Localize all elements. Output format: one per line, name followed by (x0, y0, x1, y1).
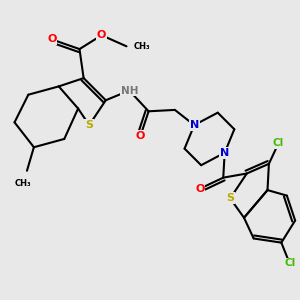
Text: Cl: Cl (273, 138, 284, 148)
Text: O: O (97, 30, 106, 40)
Text: N: N (220, 148, 229, 158)
Text: O: O (47, 34, 56, 44)
Text: S: S (226, 194, 234, 203)
Text: CH₃: CH₃ (14, 179, 31, 188)
Text: CH₃: CH₃ (134, 42, 150, 51)
Text: O: O (195, 184, 205, 194)
Text: N: N (190, 120, 199, 130)
Text: S: S (85, 120, 93, 130)
Text: O: O (136, 131, 145, 141)
Text: Cl: Cl (284, 258, 295, 268)
Text: NH: NH (121, 85, 138, 96)
